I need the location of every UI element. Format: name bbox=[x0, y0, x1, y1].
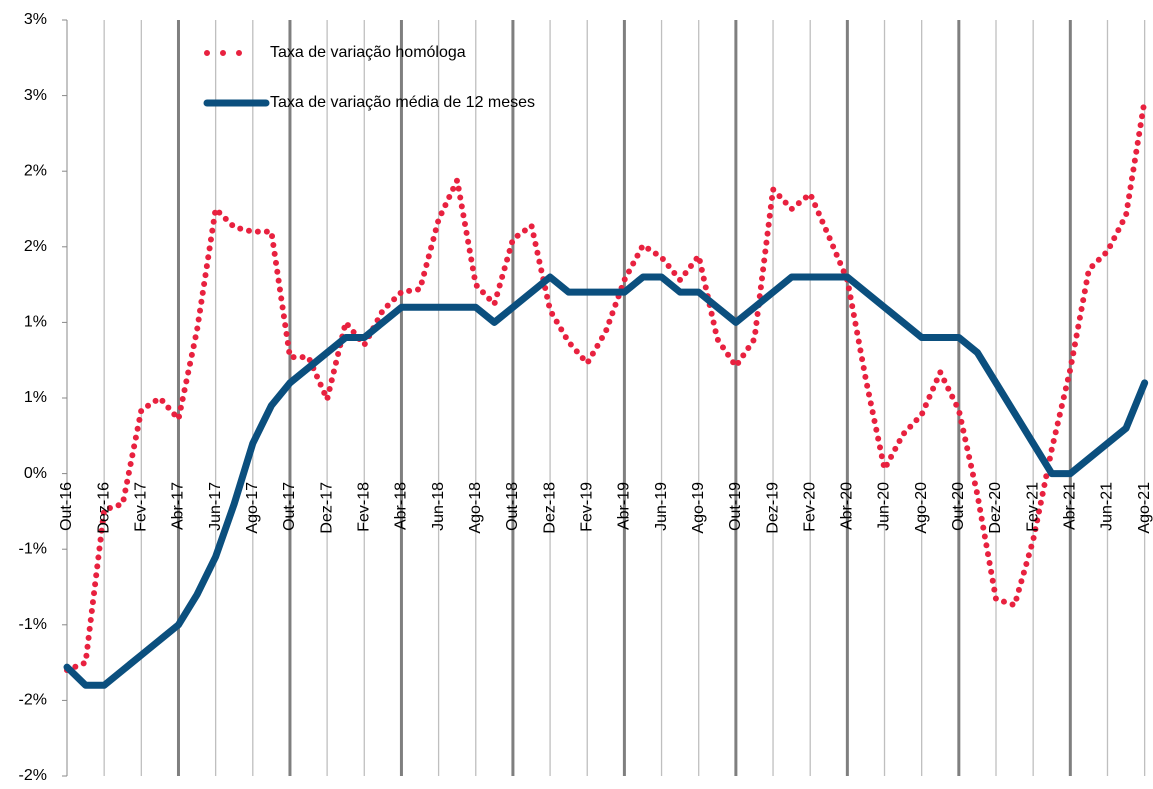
x-tick-label: Dez-18 bbox=[541, 482, 558, 534]
x-tick-label: Out-18 bbox=[504, 482, 521, 531]
x-tick-label: Ago-20 bbox=[913, 482, 930, 534]
x-tick-label: Fev-20 bbox=[801, 482, 818, 532]
x-tick-label: Ago-17 bbox=[244, 482, 261, 534]
x-tick-label: Dez-20 bbox=[987, 482, 1004, 534]
x-tick-label: Jun-19 bbox=[653, 482, 670, 531]
x-tick-label: Dez-16 bbox=[95, 482, 112, 534]
x-tick-label: Abr-18 bbox=[393, 482, 410, 530]
x-tick-label: Dez-19 bbox=[764, 482, 781, 534]
y-tick-label: 3% bbox=[24, 87, 47, 104]
x-tick-label: Jun-17 bbox=[207, 482, 224, 531]
x-tick-label: Jun-20 bbox=[876, 482, 893, 531]
x-tick-label: Abr-19 bbox=[616, 482, 633, 530]
x-tick-label: Ago-21 bbox=[1136, 482, 1153, 534]
x-tick-label: Fev-21 bbox=[1024, 482, 1041, 532]
y-tick-label: -2% bbox=[19, 767, 47, 784]
x-tick-label: Jun-21 bbox=[1099, 482, 1116, 531]
x-tick-label: Abr-21 bbox=[1062, 482, 1079, 530]
legend-label: Taxa de variação média de 12 meses bbox=[270, 94, 535, 111]
y-tick-label: 1% bbox=[24, 314, 47, 331]
y-tick-label: 0% bbox=[24, 465, 47, 482]
x-tick-label: Fev-19 bbox=[578, 482, 595, 532]
y-tick-label: -1% bbox=[19, 540, 47, 557]
x-tick-label: Out-19 bbox=[727, 482, 744, 531]
x-tick-label: Jun-18 bbox=[430, 482, 447, 531]
x-tick-label: Fev-18 bbox=[355, 482, 372, 532]
y-tick-label: 1% bbox=[24, 389, 47, 406]
y-tick-label: -2% bbox=[19, 692, 47, 709]
y-tick-label: 2% bbox=[24, 162, 47, 179]
x-tick-label: Dez-17 bbox=[318, 482, 335, 534]
x-tick-label: Abr-20 bbox=[839, 482, 856, 530]
x-tick-label: Ago-19 bbox=[690, 482, 707, 534]
x-tick-label: Fev-17 bbox=[133, 482, 150, 532]
y-tick-label: -1% bbox=[19, 616, 47, 633]
y-tick-label: 3% bbox=[24, 11, 47, 28]
x-tick-label: Out-20 bbox=[950, 482, 967, 531]
x-tick-label: Abr-17 bbox=[170, 482, 187, 530]
legend-label: Taxa de variação homóloga bbox=[270, 44, 466, 61]
series-line bbox=[64, 97, 1148, 674]
series-line bbox=[63, 273, 1149, 689]
x-tick-label: Out-16 bbox=[58, 482, 75, 531]
x-tick-label: Out-17 bbox=[281, 482, 298, 531]
y-tick-label: 2% bbox=[24, 238, 47, 255]
x-tick-label: Ago-18 bbox=[467, 482, 484, 534]
